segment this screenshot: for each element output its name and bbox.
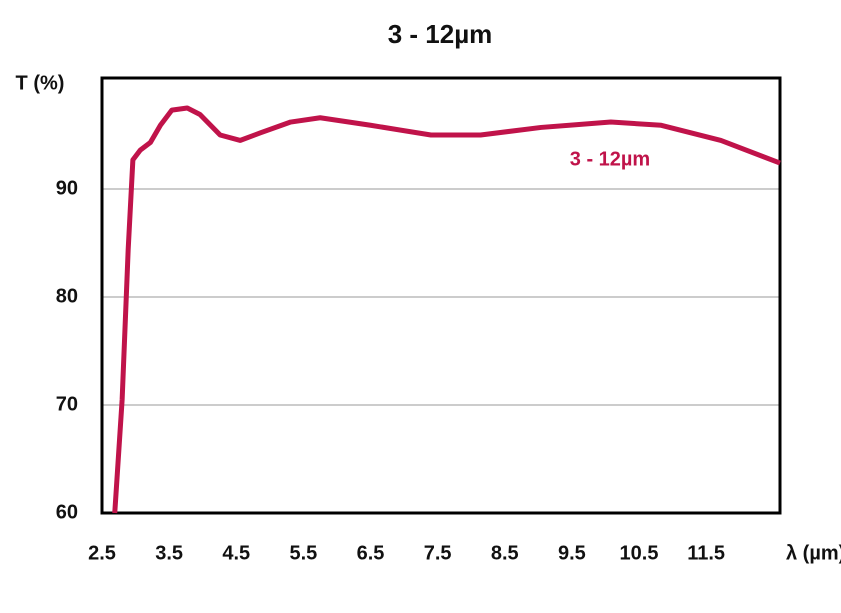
x-tick-label: 5.5 <box>289 542 317 564</box>
legend-label: 3 - 12µm <box>570 148 650 170</box>
y-tick-label: 90 <box>56 177 78 199</box>
x-tick-label: 6.5 <box>357 542 385 564</box>
x-tick-label: 9.5 <box>558 542 586 564</box>
y-axis-label: T (%) <box>16 72 65 94</box>
plot-frame <box>100 76 782 515</box>
x-tick-label: 3.5 <box>155 542 183 564</box>
x-tick-label: 10.5 <box>620 542 659 564</box>
x-tick-label: 2.5 <box>88 542 116 564</box>
y-tick-label: 80 <box>56 285 78 307</box>
x-tick-label: 4.5 <box>222 542 250 564</box>
y-tick-label: 70 <box>56 393 78 415</box>
x-tick-label: 11.5 <box>687 542 725 564</box>
x-tick-label: 7.5 <box>424 542 452 564</box>
x-tick-label: 8.5 <box>491 542 519 564</box>
chart-title: 3 - 12µm <box>388 19 493 49</box>
x-axis-label: λ (µm) <box>786 542 841 564</box>
y-tick-label: 60 <box>56 501 78 523</box>
data-line <box>112 105 781 514</box>
